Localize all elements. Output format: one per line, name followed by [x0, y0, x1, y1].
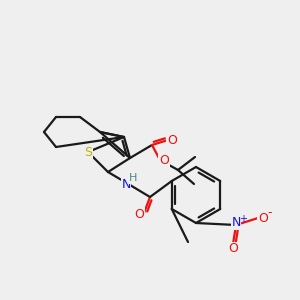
Text: S: S	[84, 146, 92, 158]
Text: -: -	[268, 206, 272, 220]
Text: O: O	[159, 154, 169, 166]
Text: H: H	[129, 173, 137, 183]
Text: O: O	[258, 212, 268, 224]
Text: O: O	[134, 208, 144, 220]
Text: N: N	[231, 217, 241, 230]
Text: N: N	[121, 178, 131, 191]
Text: +: +	[239, 214, 247, 224]
Text: O: O	[167, 134, 177, 146]
Text: O: O	[228, 242, 238, 256]
